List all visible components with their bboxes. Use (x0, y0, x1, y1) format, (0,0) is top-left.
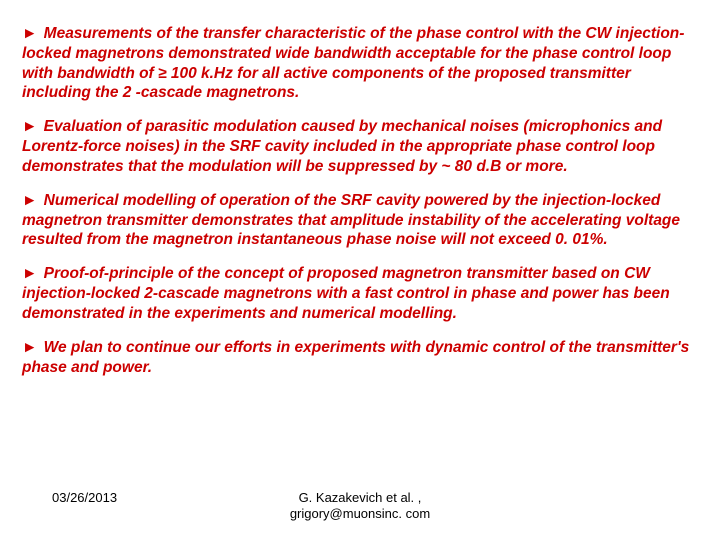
bullet-item: ► Measurements of the transfer character… (22, 24, 698, 103)
slide-footer: 03/26/2013 G. Kazakevich et al. , grigor… (0, 490, 720, 523)
footer-attr-line2: grigory@muonsinc. com (290, 506, 430, 522)
bullet-text: Evaluation of parasitic modulation cause… (22, 118, 662, 175)
bullet-item: ► Evaluation of parasitic modulation cau… (22, 117, 698, 176)
arrow-icon: ► (22, 25, 37, 42)
arrow-icon: ► (22, 339, 37, 356)
footer-attr-line1: G. Kazakevich et al. , (290, 490, 430, 506)
bullet-text: We plan to continue our efforts in exper… (22, 339, 689, 376)
bullet-item: ► We plan to continue our efforts in exp… (22, 338, 698, 378)
bullet-text: Measurements of the transfer characteris… (22, 25, 684, 101)
arrow-icon: ► (22, 192, 37, 209)
bullet-item: ► Proof-of-principle of the concept of p… (22, 264, 698, 323)
footer-date: 03/26/2013 (52, 490, 117, 505)
bullet-text: Numerical modelling of operation of the … (22, 192, 680, 249)
slide-content: ► Measurements of the transfer character… (0, 0, 720, 377)
arrow-icon: ► (22, 118, 37, 135)
bullet-item: ► Numerical modelling of operation of th… (22, 191, 698, 250)
arrow-icon: ► (22, 265, 37, 282)
bullet-text: Proof-of-principle of the concept of pro… (22, 265, 670, 322)
footer-attribution: G. Kazakevich et al. , grigory@muonsinc.… (290, 490, 430, 523)
